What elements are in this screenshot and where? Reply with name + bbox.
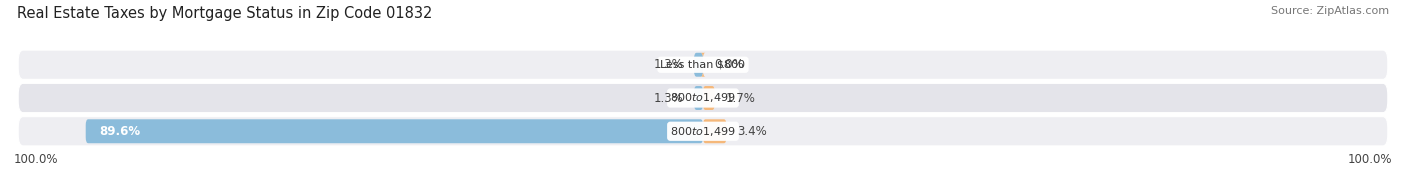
FancyBboxPatch shape <box>18 83 1388 113</box>
Text: 1.3%: 1.3% <box>654 58 683 71</box>
Text: 89.6%: 89.6% <box>100 125 141 138</box>
Text: Source: ZipAtlas.com: Source: ZipAtlas.com <box>1271 6 1389 16</box>
Text: 0.0%: 0.0% <box>714 58 744 71</box>
Text: 3.4%: 3.4% <box>738 125 768 138</box>
FancyBboxPatch shape <box>18 117 1388 146</box>
FancyBboxPatch shape <box>703 86 714 110</box>
Text: $800 to $1,499: $800 to $1,499 <box>671 125 735 138</box>
Text: 100.0%: 100.0% <box>14 153 59 166</box>
Text: $800 to $1,499: $800 to $1,499 <box>671 92 735 104</box>
FancyBboxPatch shape <box>86 119 703 143</box>
FancyBboxPatch shape <box>703 119 727 143</box>
Text: 1.7%: 1.7% <box>725 92 755 104</box>
Text: 100.0%: 100.0% <box>1347 153 1392 166</box>
FancyBboxPatch shape <box>695 53 703 77</box>
Text: Less than $800: Less than $800 <box>661 60 745 70</box>
Text: Real Estate Taxes by Mortgage Status in Zip Code 01832: Real Estate Taxes by Mortgage Status in … <box>17 6 432 21</box>
FancyBboxPatch shape <box>695 86 703 110</box>
Text: 1.3%: 1.3% <box>654 92 683 104</box>
FancyBboxPatch shape <box>18 50 1388 79</box>
FancyBboxPatch shape <box>700 53 706 77</box>
